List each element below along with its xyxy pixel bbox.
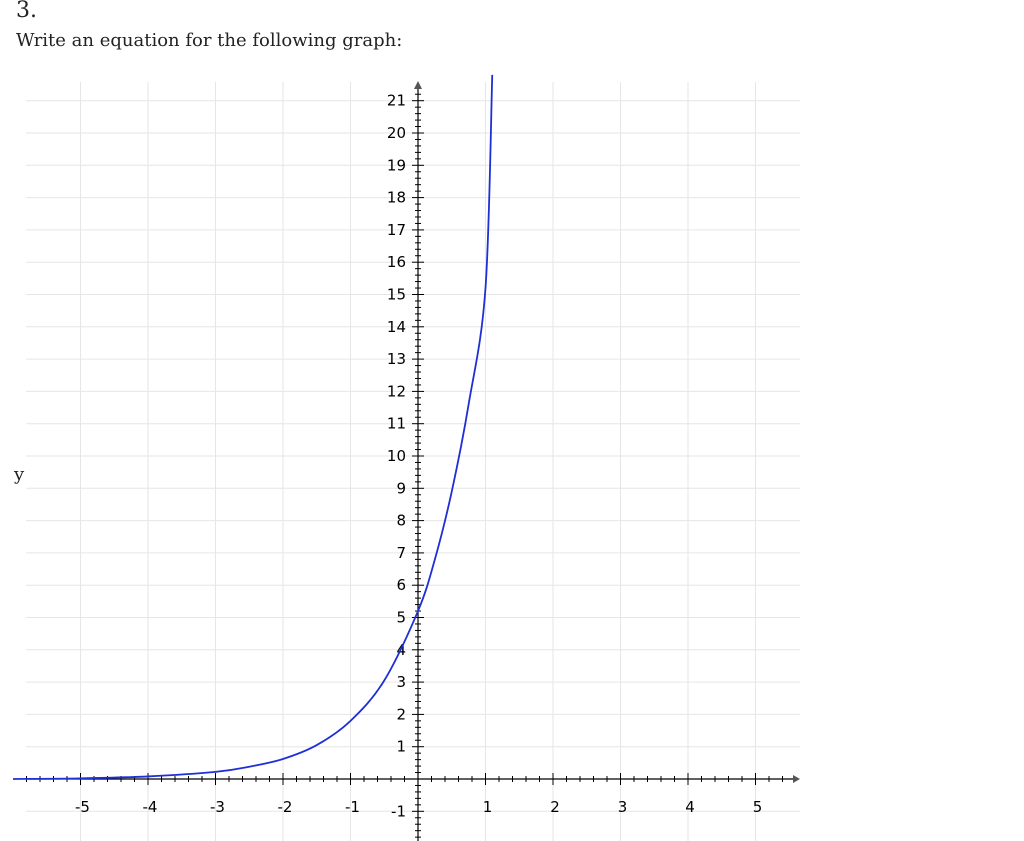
axes bbox=[26, 81, 800, 841]
x-tick-label: -4 bbox=[143, 798, 158, 816]
y-tick-label: 8 bbox=[396, 512, 406, 530]
tick-labels: -5 -4 -3 -2 -1 1 2 3 4 5-112345678910111213141516… bbox=[75, 92, 762, 821]
y-tick-label: 19 bbox=[387, 156, 406, 174]
x-tick-label: 2 bbox=[550, 798, 560, 816]
y-tick-label: 9 bbox=[396, 479, 406, 497]
y-tick-label: 13 bbox=[387, 350, 406, 368]
y-tick-label: 18 bbox=[387, 189, 406, 207]
y-tick-label: 12 bbox=[387, 382, 406, 400]
x-tick-label: 3 bbox=[618, 798, 628, 816]
y-tick-label: 16 bbox=[387, 253, 406, 271]
problem-number: 3. bbox=[16, 0, 37, 23]
y-tick-label: 11 bbox=[387, 415, 406, 433]
y-tick-label: 3 bbox=[396, 673, 406, 691]
y-tick-label: 20 bbox=[387, 124, 406, 142]
y-tick-label: 17 bbox=[387, 221, 406, 239]
y-tick-label: 6 bbox=[396, 576, 406, 594]
x-tick-label: -5 bbox=[75, 798, 90, 816]
problem-prompt: Write an equation for the following grap… bbox=[16, 30, 403, 51]
grid-lines bbox=[26, 82, 800, 841]
y-tick-label: 21 bbox=[387, 92, 406, 110]
curve-line bbox=[12, 74, 494, 780]
y-axis-label: y bbox=[14, 464, 25, 485]
x-tick-label: -3 bbox=[210, 798, 225, 816]
y-axis-arrow-icon bbox=[414, 81, 422, 89]
y-tick-label: 15 bbox=[387, 286, 406, 304]
x-tick-label: -2 bbox=[278, 798, 293, 816]
x-tick-label: 4 bbox=[685, 798, 695, 816]
x-axis-arrow-icon bbox=[793, 775, 800, 783]
x-tick-label: -1 bbox=[345, 798, 360, 816]
y-tick-label: 5 bbox=[396, 609, 406, 627]
y-tick-label: 10 bbox=[387, 447, 406, 465]
x-tick-label: 1 bbox=[483, 798, 493, 816]
curve bbox=[12, 74, 494, 780]
y-tick-label: 7 bbox=[396, 544, 406, 562]
y-tick-label: 14 bbox=[387, 318, 406, 336]
y-tick-label: 2 bbox=[396, 705, 406, 723]
x-tick-label: 5 bbox=[753, 798, 763, 816]
y-tick-label: 1 bbox=[396, 738, 406, 756]
y-tick-label: -1 bbox=[391, 802, 406, 820]
